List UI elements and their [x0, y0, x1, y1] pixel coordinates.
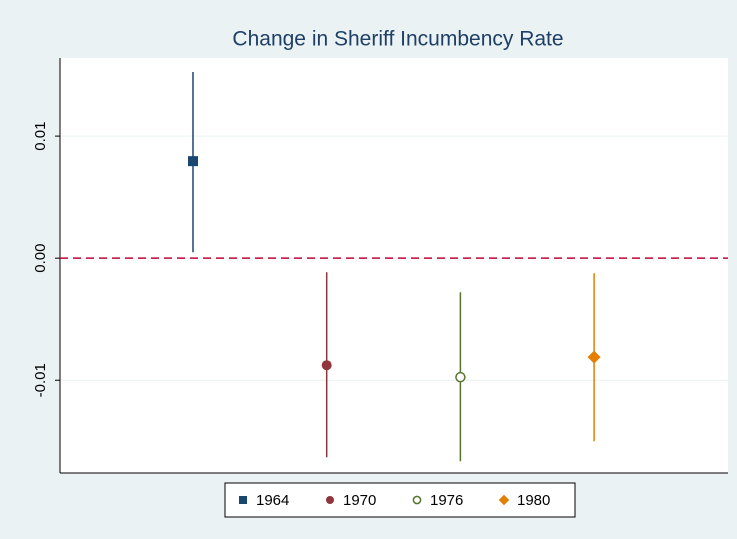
- marker: [498, 494, 510, 506]
- marker: [321, 360, 332, 371]
- y-tick-label: 0.01: [32, 122, 49, 151]
- legend-label: 1980: [517, 492, 550, 509]
- marker: [455, 371, 466, 383]
- marker: [412, 495, 422, 505]
- y-tick-label: 0.00: [32, 244, 49, 273]
- marker: [239, 496, 247, 504]
- legend-label: 1976: [430, 492, 463, 509]
- y-tick-label: -0.01: [32, 363, 49, 397]
- chart-title: Change in Sheriff Incumbency Rate: [232, 28, 563, 51]
- plot-area: [60, 58, 728, 473]
- marker: [587, 350, 601, 364]
- legend-label: 1970: [343, 492, 376, 509]
- legend-box: [224, 482, 576, 518]
- legend-label: 1964: [256, 492, 289, 509]
- marker: [326, 496, 334, 504]
- marker: [188, 156, 198, 167]
